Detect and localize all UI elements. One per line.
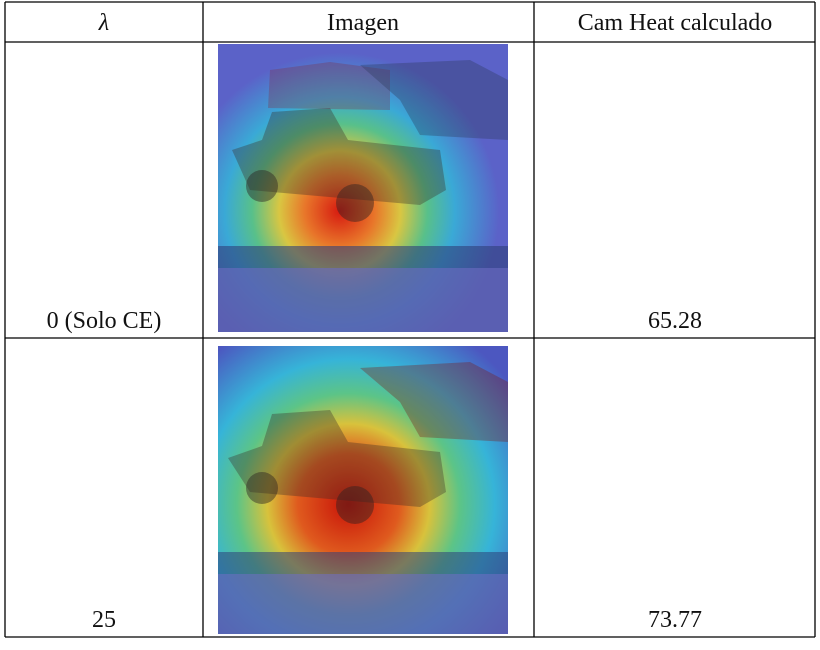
results-table: λ Imagen Cam Heat calculado 0 (Solo CE) … [0,0,820,645]
score-cell: 73.77 [648,607,702,633]
page: {"table": {"header": ["λ", "Imagen", "Ca… [0,0,820,645]
heatmap-image [218,346,508,634]
header-cell: Imagen [327,10,399,36]
heatmap-image [218,44,508,332]
header-cell: λ [98,10,109,36]
score-cell: 65.28 [648,308,702,334]
lambda-cell: 25 [92,607,116,633]
header-cell: Cam Heat calculado [578,10,773,36]
lambda-cell: 0 (Solo CE) [47,308,162,334]
